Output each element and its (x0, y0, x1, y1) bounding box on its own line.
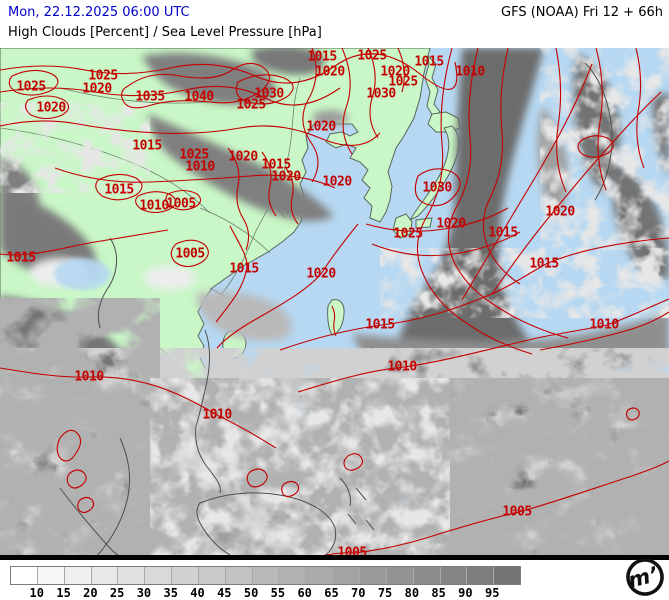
legend-cell (252, 567, 280, 584)
legend-cell (413, 567, 441, 584)
isobar-label: 1025 (388, 75, 417, 90)
isobar-label: 1025 (179, 148, 208, 163)
legend-cell (172, 567, 199, 584)
isobar-label: 1020 (322, 175, 352, 190)
isobar-label: 1010 (387, 360, 417, 375)
isobar-label: 1010 (589, 318, 619, 333)
legend-tick: 40 (190, 586, 205, 600)
isobar-label: 1005 (166, 197, 195, 212)
legend-cell (145, 567, 173, 584)
legend-cell (494, 567, 521, 584)
legend-cell (306, 567, 334, 584)
legend-tick: 80 (404, 586, 420, 600)
isobar-label: 1010 (455, 65, 485, 80)
isobar-label: 1020 (306, 267, 336, 282)
isobar-label: 1010 (202, 408, 232, 423)
legend-tick: 60 (297, 586, 312, 600)
isobar-label: 1020 (271, 170, 301, 185)
legend-tick: 70 (351, 586, 366, 600)
legend-cell (386, 567, 414, 584)
legend-tick: 35 (163, 586, 178, 600)
legend-color-bar (10, 566, 521, 585)
legend-tick: 45 (217, 586, 232, 600)
legend-cell (91, 567, 119, 584)
legend-tick: 30 (136, 586, 152, 600)
isobar-label: 1020 (545, 205, 575, 220)
legend-cell (225, 567, 253, 584)
legend-tick: 85 (431, 586, 446, 600)
isobar-label: 1025 (88, 69, 117, 84)
isobar-label: 1010 (139, 199, 169, 214)
isobar-label: 1030 (366, 87, 396, 102)
legend-tick: 25 (109, 586, 125, 600)
isobar-label: 1025 (236, 98, 265, 113)
isobar-label: 1015 (529, 257, 558, 272)
isobar-label: 1020 (436, 217, 466, 232)
isobar-label: 1005 (175, 247, 204, 262)
legend-cell (279, 567, 307, 584)
legend-tick: 65 (324, 586, 339, 600)
isobar-label: 1015 (132, 139, 161, 154)
map-parameter-title: High Clouds [Percent] / Sea Level Pressu… (8, 25, 322, 40)
isobar-label: 1020 (82, 82, 112, 97)
legend-tick: 20 (83, 586, 98, 600)
isobar-label: 1035 (135, 90, 164, 105)
legend-cell (198, 567, 226, 584)
isobar-label: 1015 (6, 251, 35, 266)
legend-tick: 95 (484, 586, 500, 600)
header: Mon, 22.12.2025 06:00 UTC GFS (NOAA) Fri… (0, 0, 669, 48)
legend-cell (118, 567, 146, 584)
isobar-label: 1015 (104, 183, 133, 198)
legend-tick: 55 (270, 586, 286, 600)
legend-tick: 15 (56, 586, 71, 600)
isobar-label: 1015 (365, 318, 394, 333)
isobar-label: 1005 (502, 505, 531, 520)
legend-cell (467, 567, 495, 584)
isobar-label: 1015 (261, 158, 290, 173)
isobar-label: 1025 (16, 80, 45, 95)
water-gap (54, 258, 110, 290)
legend-tick: 10 (29, 586, 45, 600)
site-logo: m’ (623, 555, 667, 599)
isobar-label: 1015 (414, 55, 443, 70)
legend-tick: 75 (377, 586, 393, 600)
legend-cell (333, 567, 360, 584)
m-logo-icon: m’ (626, 558, 664, 596)
isobar-label: 1015 (307, 50, 336, 65)
isobar-label: 1025 (357, 49, 386, 64)
legend-cell (37, 567, 65, 584)
isobar-label: 1010 (74, 370, 104, 385)
legend-cell (11, 567, 38, 584)
isobar-label: 1010 (185, 160, 215, 175)
land-taiwan (327, 299, 345, 336)
legend-tick: 90 (458, 586, 473, 600)
cloud-texture (0, 48, 669, 560)
valid-datetime: Mon, 22.12.2025 06:00 UTC (8, 5, 190, 20)
legend-cell (440, 567, 468, 584)
isobar-label: 1025 (393, 227, 422, 242)
isobar-label: 1040 (184, 90, 214, 105)
legend-cell (64, 567, 92, 584)
isobar-label: 1015 (488, 226, 517, 241)
isobar-label: 1015 (229, 262, 258, 277)
isobar-contours (0, 48, 669, 558)
legend-tick: 50 (243, 586, 259, 600)
isobar-label: 1020 (315, 65, 345, 80)
isobar-label: 1030 (254, 87, 284, 102)
map-bottom-edge (0, 555, 669, 560)
isobar-label: 1030 (422, 181, 452, 196)
land-shikoku (415, 217, 433, 229)
isobar-label: 1020 (380, 65, 410, 80)
isobar-label: 1020 (36, 101, 66, 116)
model-run-label: GFS (NOAA) Fri 12 + 66h (501, 5, 663, 20)
isobar-label: 1020 (228, 150, 258, 165)
legend-cell (359, 567, 387, 584)
isobar-label: 1020 (306, 120, 336, 135)
